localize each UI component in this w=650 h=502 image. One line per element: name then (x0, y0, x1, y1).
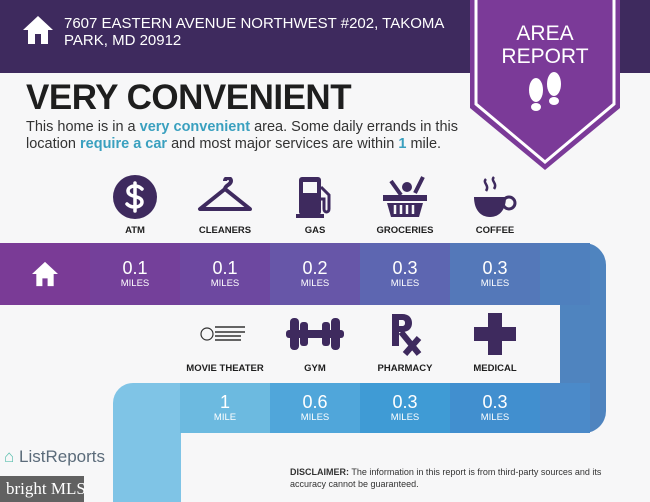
distance-cell: 0.3 MILES (360, 383, 450, 433)
coffee-icon (450, 172, 540, 222)
amenity-label: GAS (304, 225, 326, 236)
distance-unit: MILES (390, 278, 420, 289)
distance-cell-coffee: 0.3 MILES (450, 243, 540, 305)
distance-unit: MILES (480, 278, 510, 289)
distance-value: 0.3 (392, 258, 418, 278)
regal-cinemas-logo (180, 309, 270, 359)
path-corner-top (540, 243, 590, 305)
distance-value: 0.1 (212, 258, 238, 278)
badge-line-1: AREA (516, 22, 574, 45)
home-icon (32, 261, 58, 287)
home-cell (0, 243, 90, 305)
bright-mls-watermark: bright MLS (0, 476, 86, 502)
distance-value: 0.6 (302, 392, 328, 412)
distance-cell-gas: 0.2 MILES (270, 243, 360, 305)
summary-text: This home is in a very convenient area. … (26, 119, 458, 152)
footprints-icon (529, 72, 561, 111)
hanger-icon (180, 172, 270, 222)
gas-pump-icon (270, 172, 360, 222)
distance-unit: MILES (120, 278, 150, 289)
path-corner-bottom (540, 383, 590, 433)
distance-cell-groceries: 0.3 MILES (360, 243, 450, 305)
dollar-icon (90, 172, 180, 222)
amenity-label: MEDICAL (473, 363, 517, 374)
distance-cell-cleaners: 0.1 MILES (180, 243, 270, 305)
disclaimer: DISCLAIMER: The information in this repo… (290, 467, 602, 489)
distance-unit: MILES (300, 412, 330, 423)
basket-icon (360, 172, 450, 222)
distance-unit: MILES (390, 412, 420, 423)
distance-value: 0.1 (122, 258, 148, 278)
page-title: VERY CONVENIENT (26, 78, 352, 117)
badge-line-2: REPORT (501, 45, 589, 68)
distance-unit: MILES (210, 278, 240, 289)
listreports-logo: ⌂ ListReports (4, 447, 105, 466)
distance-value: 0.2 (302, 258, 328, 278)
dumbbell-icon (270, 309, 360, 359)
area-report-badge (470, 0, 620, 170)
medical-cross-icon (450, 309, 540, 359)
distance-value: 0.3 (482, 392, 508, 412)
distance-cell: 0.6 MILES (270, 383, 360, 433)
distance-cell: 1 MILE (180, 383, 270, 433)
amenity-label: CLEANERS (198, 225, 252, 236)
property-address: 7607 EASTERN AVENUE NORTHWEST #202, TAKO… (64, 15, 444, 49)
amenity-label: GROCERIES (376, 225, 434, 236)
amenity-label: GYM (304, 363, 326, 374)
rx-icon (360, 309, 450, 359)
amenity-label: COFFEE (475, 225, 515, 236)
distance-cell-atm: 0.1 MILES (90, 243, 180, 305)
distance-unit: MILES (480, 412, 510, 423)
amenity-label: ATM (125, 225, 145, 236)
amenity-label: PHARMACY (377, 363, 433, 374)
amenity-label: MOVIE THEATER (186, 363, 264, 374)
distance-unit: MILE (213, 412, 237, 423)
distance-unit: MILES (300, 278, 330, 289)
listreports-house-icon: ⌂ (4, 447, 15, 466)
distance-value: 1 (219, 392, 230, 412)
distance-value: 0.3 (392, 392, 418, 412)
badge-title: AREA REPORT (468, 22, 622, 68)
path-band-left (113, 383, 181, 502)
distance-value: 0.3 (482, 258, 508, 278)
distance-cell: 0.3 MILES (450, 383, 540, 433)
home-icon (23, 16, 53, 44)
